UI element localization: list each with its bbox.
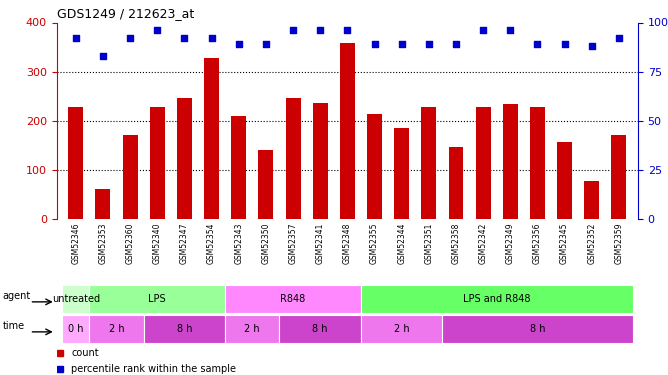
Bar (503, 104, 518, 219)
Text: 2 h: 2 h (109, 324, 124, 334)
Point (369, 41, 380, 47)
Text: GSM52360: GSM52360 (126, 223, 135, 264)
Text: LPS and R848: LPS and R848 (463, 294, 530, 304)
Text: R848: R848 (281, 294, 306, 304)
Bar (62, 315, 90, 343)
Text: GSM52345: GSM52345 (560, 223, 569, 264)
Point (451, 41, 462, 47)
Point (424, 41, 434, 47)
Point (179, 35, 190, 41)
Text: 8 h: 8 h (530, 324, 545, 334)
Bar (313, 103, 328, 219)
Text: GSM52352: GSM52352 (587, 223, 597, 264)
Bar (68, 107, 84, 219)
Text: GSM52359: GSM52359 (615, 223, 623, 264)
Bar (259, 150, 273, 219)
Text: GSM52350: GSM52350 (261, 223, 271, 264)
Point (152, 27, 162, 33)
Point (587, 43, 597, 49)
Point (396, 41, 407, 47)
Text: GSM52355: GSM52355 (370, 223, 379, 264)
Point (342, 27, 353, 33)
Bar (557, 142, 572, 219)
Point (98, 53, 108, 59)
Text: count: count (71, 348, 99, 357)
Text: percentile rank within the sample: percentile rank within the sample (71, 364, 236, 374)
Point (478, 27, 488, 33)
Bar (225, 285, 361, 313)
Text: GSM52340: GSM52340 (153, 223, 162, 264)
Text: GSM52348: GSM52348 (343, 223, 352, 264)
Bar (584, 181, 599, 219)
Text: GSM52354: GSM52354 (207, 223, 216, 264)
Point (125, 35, 136, 41)
Bar (225, 315, 279, 343)
Bar (476, 107, 490, 219)
Text: GSM52356: GSM52356 (533, 223, 542, 264)
Bar (367, 114, 382, 219)
Text: GSM52342: GSM52342 (479, 223, 488, 264)
Text: GSM52344: GSM52344 (397, 223, 406, 264)
Bar (62, 285, 90, 313)
Point (288, 27, 299, 33)
Text: 8 h: 8 h (176, 324, 192, 334)
Point (206, 35, 217, 41)
Text: 8 h: 8 h (313, 324, 328, 334)
Text: 0 h: 0 h (68, 324, 84, 334)
Text: GDS1249 / 212623_at: GDS1249 / 212623_at (57, 7, 194, 20)
Text: LPS: LPS (148, 294, 166, 304)
Bar (279, 315, 361, 343)
Bar (611, 135, 627, 219)
Text: agent: agent (2, 291, 31, 301)
Point (505, 27, 516, 33)
Bar (286, 98, 301, 219)
Bar (96, 189, 110, 219)
Bar (90, 285, 225, 313)
Bar (231, 116, 246, 219)
Point (559, 41, 570, 47)
Bar (204, 58, 219, 219)
Text: GSM52341: GSM52341 (316, 223, 325, 264)
Text: GSM52353: GSM52353 (98, 223, 108, 264)
Bar (361, 315, 442, 343)
Bar (150, 107, 165, 219)
Point (70, 35, 81, 41)
Text: GSM52343: GSM52343 (234, 223, 243, 264)
Bar (442, 315, 633, 343)
Bar (448, 147, 464, 219)
Point (233, 41, 244, 47)
Text: GSM52349: GSM52349 (506, 223, 515, 264)
Bar (177, 98, 192, 219)
Text: 2 h: 2 h (394, 324, 409, 334)
Bar (361, 285, 633, 313)
Bar (530, 107, 545, 219)
Bar (144, 315, 225, 343)
Bar (90, 315, 144, 343)
Text: GSM52358: GSM52358 (452, 223, 460, 264)
Text: untreated: untreated (51, 294, 100, 304)
Point (614, 35, 625, 41)
Text: GSM52347: GSM52347 (180, 223, 189, 264)
Text: GSM52357: GSM52357 (289, 223, 297, 264)
Bar (123, 135, 138, 219)
Point (532, 41, 543, 47)
Bar (394, 128, 409, 219)
Text: GSM52351: GSM52351 (424, 223, 434, 264)
Point (315, 27, 325, 33)
Text: GSM52346: GSM52346 (71, 223, 80, 264)
Bar (340, 43, 355, 219)
Text: time: time (2, 321, 25, 331)
Bar (422, 107, 436, 219)
Text: 2 h: 2 h (244, 324, 260, 334)
Point (261, 41, 271, 47)
